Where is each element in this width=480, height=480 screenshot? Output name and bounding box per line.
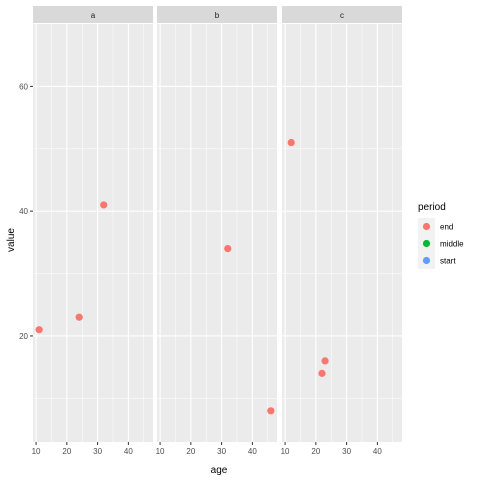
x-tick-label: 30	[217, 447, 226, 456]
facet-strip	[282, 6, 402, 23]
legend-item-start: start	[418, 252, 456, 269]
legend-item-middle: middle	[418, 235, 464, 252]
legend-item-end: end	[418, 218, 453, 235]
legend-label: middle	[440, 240, 464, 249]
x-tick-label: 30	[93, 447, 102, 456]
x-axis-title: age	[211, 465, 228, 476]
x-tick-label: 40	[124, 447, 133, 456]
x-tick-label: 30	[342, 447, 351, 456]
facet-strip-label: b	[215, 11, 220, 20]
y-axis-title: value	[6, 228, 17, 252]
data-point	[287, 138, 295, 147]
data-point	[267, 407, 275, 415]
data-point	[100, 201, 108, 209]
x-tick-label: 40	[373, 447, 382, 456]
legend: period end middle start	[418, 202, 464, 269]
panel-background	[33, 24, 153, 442]
facet-panels: a b c	[33, 6, 402, 442]
x-tick-label: 40	[248, 447, 257, 456]
panel-background	[157, 24, 277, 442]
x-tick-label: 20	[62, 447, 71, 456]
y-axis: 20 40 60	[19, 82, 33, 341]
legend-title: period	[418, 202, 446, 213]
facet-strip	[157, 6, 277, 23]
x-tick-label: 20	[186, 447, 195, 456]
x-tick-label: 10	[32, 447, 41, 456]
data-point	[75, 313, 83, 321]
x-axis: 10 20 30 40 10 20 30 40 10 20 30 40	[32, 442, 382, 456]
x-tick-label: 10	[281, 447, 290, 456]
legend-label: start	[440, 257, 456, 266]
x-tick-label: 10	[156, 447, 165, 456]
legend-label: end	[440, 223, 453, 232]
facet-strip-label: a	[91, 11, 96, 20]
facet-panel-c: c	[282, 6, 402, 442]
data-point	[321, 357, 329, 365]
facet-strip	[33, 6, 153, 23]
panel-background	[282, 24, 402, 442]
facet-panel-b: b	[157, 6, 277, 442]
data-point	[35, 326, 43, 334]
facet-strip-label: c	[340, 11, 344, 20]
legend-swatch	[422, 239, 431, 248]
data-point	[224, 244, 232, 253]
data-point	[318, 369, 326, 377]
y-tick-label: 40	[19, 207, 28, 216]
legend-swatch	[422, 222, 431, 231]
y-tick-label: 20	[19, 332, 28, 341]
x-tick-label: 20	[311, 447, 320, 456]
facet-panel-a: a	[33, 6, 153, 442]
y-tick-label: 60	[19, 82, 28, 91]
legend-swatch	[422, 256, 431, 265]
